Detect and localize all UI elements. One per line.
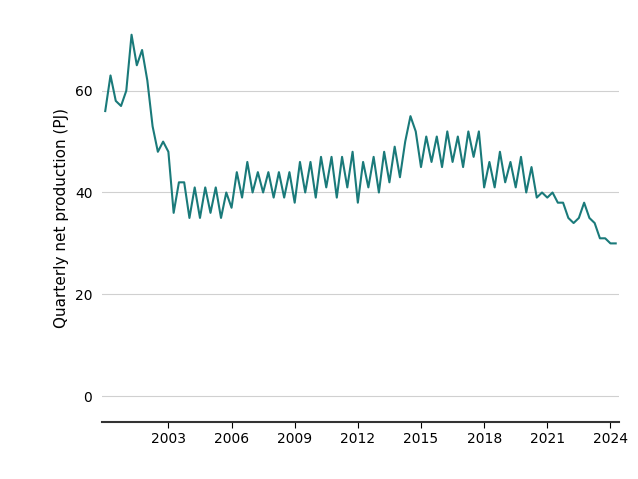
Y-axis label: Quarterly net production (PJ): Quarterly net production (PJ) [54,108,69,328]
